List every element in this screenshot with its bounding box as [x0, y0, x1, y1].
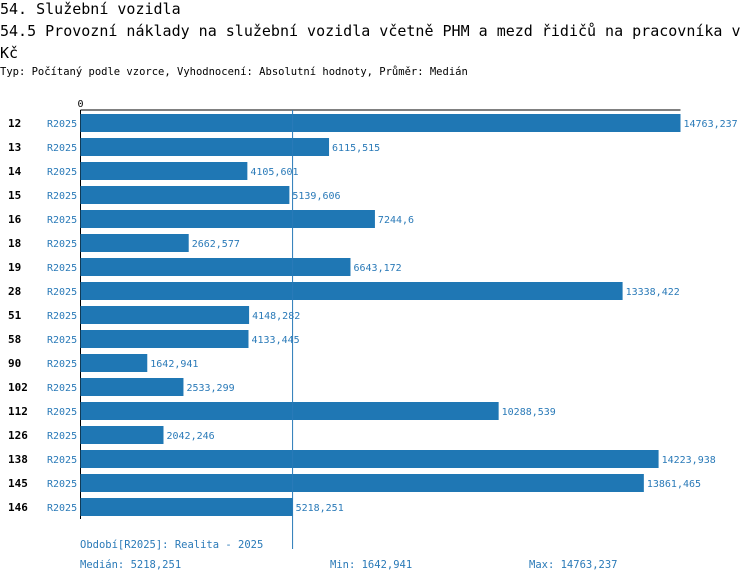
category-label: 12 [8, 117, 21, 130]
chart-meta: Typ: Počítaný podle vzorce, Vyhodnocení:… [0, 66, 468, 78]
bar [80, 378, 184, 396]
footer-min: Min: 1642,941 [330, 559, 413, 571]
footer-median: Medián: 5218,251 [80, 559, 182, 571]
period-label: R2025 [47, 143, 77, 154]
period-label: R2025 [47, 407, 77, 418]
category-label: 90 [8, 357, 21, 370]
data-label: 2662,577 [192, 239, 240, 250]
period-label: R2025 [47, 503, 77, 514]
bar [80, 474, 644, 492]
period-label: R2025 [47, 263, 77, 274]
bar [80, 426, 164, 444]
period-label: R2025 [47, 479, 77, 490]
bar [80, 210, 375, 228]
bar [80, 258, 351, 276]
bar [80, 402, 499, 420]
period-label: R2025 [47, 455, 77, 466]
category-label: 14 [8, 165, 22, 178]
bar [80, 138, 330, 156]
data-label: 2533,299 [186, 383, 234, 394]
bar [80, 186, 290, 204]
data-label: 14223,938 [662, 455, 716, 466]
category-label: 13 [8, 141, 21, 154]
data-label: 6643,172 [353, 263, 401, 274]
bar [80, 234, 189, 252]
period-label: R2025 [47, 431, 77, 442]
period-label: R2025 [47, 311, 77, 322]
category-label: 15 [8, 189, 21, 202]
category-label: 138 [8, 453, 28, 466]
period-label: R2025 [47, 119, 77, 130]
period-label: R2025 [47, 383, 77, 394]
category-label: 112 [8, 405, 28, 418]
category-label: 16 [8, 213, 22, 226]
data-label: 13861,465 [647, 479, 701, 490]
data-label: 5218,251 [296, 503, 344, 514]
bar [80, 282, 623, 300]
data-label: 10288,539 [502, 407, 556, 418]
bar [80, 114, 681, 132]
category-label: 146 [8, 501, 28, 514]
data-label: 13338,422 [626, 287, 680, 298]
data-label: 4105,601 [250, 167, 298, 178]
category-label: 145 [8, 477, 28, 490]
data-label: 4133,445 [251, 335, 299, 346]
chart-title: 54.5 Provozní náklady na služební vozidl… [0, 22, 741, 62]
category-label: 126 [8, 429, 28, 442]
footer-period: Období[R2025]: Realita - 2025 [80, 539, 264, 551]
data-label: 5139,606 [292, 191, 340, 202]
period-label: R2025 [47, 239, 77, 250]
period-label: R2025 [47, 167, 77, 178]
section-title: 54. Služební vozidla [0, 0, 181, 18]
period-label: R2025 [47, 191, 77, 202]
bar [80, 498, 293, 516]
data-label: 14763,237 [684, 119, 738, 130]
category-label: 19 [8, 261, 21, 274]
data-label: 2042,246 [166, 431, 214, 442]
period-label: R2025 [47, 215, 77, 226]
period-label: R2025 [47, 287, 77, 298]
axis-zero-label: 0 [77, 99, 83, 110]
bar [80, 330, 249, 348]
bar [80, 354, 148, 372]
bar-chart: 0 12 R2025 14763,237 13 R2025 6115,515 14 R2025 4… [8, 99, 738, 549]
period-label: R2025 [47, 359, 77, 370]
category-label: 58 [8, 333, 21, 346]
data-label: 6115,515 [332, 143, 380, 154]
period-label: R2025 [47, 335, 77, 346]
bar [80, 306, 250, 324]
data-label: 4148,282 [252, 311, 300, 322]
data-label: 7244,6 [378, 215, 414, 226]
bar [80, 450, 659, 468]
category-label: 18 [8, 237, 21, 250]
data-label: 1642,941 [150, 359, 198, 370]
category-label: 102 [8, 381, 28, 394]
bar [80, 162, 248, 180]
category-label: 51 [8, 309, 22, 322]
footer-max: Max: 14763,237 [529, 559, 618, 571]
category-label: 28 [8, 285, 21, 298]
